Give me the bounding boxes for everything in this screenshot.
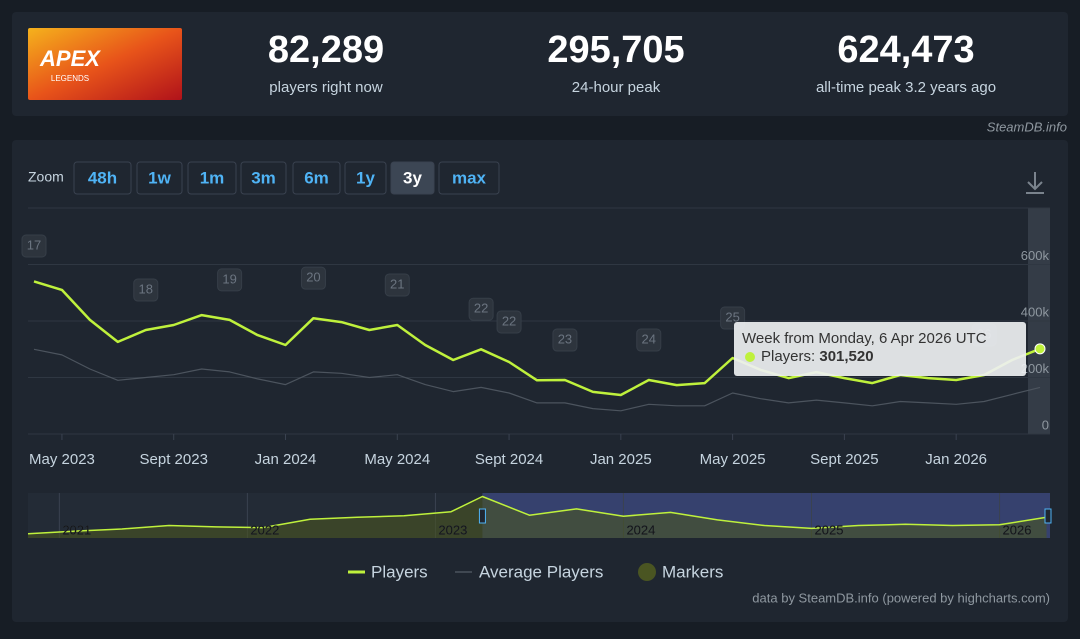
players-line [33,280,1041,397]
legend-label[interactable]: Players [371,562,428,581]
marker-badge [133,278,159,302]
logo-title: APEX [39,46,101,71]
legend-swatch [638,563,656,581]
header-card [12,12,1068,116]
y-tick-label: 600k [1021,248,1050,263]
marker-label: 25 [725,309,739,324]
logo-subtitle: LEGENDS [51,74,89,83]
y-tick-label: 400k [1021,304,1050,319]
zoom-button-label[interactable]: 48h [88,168,117,187]
x-tick-label: Jan 2026 [925,451,987,468]
zoom-button[interactable] [390,161,435,195]
x-tick-label: May 2024 [364,451,430,468]
legend-label[interactable]: Average Players [479,562,603,581]
navigator-line [28,495,1047,535]
zoom-button-label[interactable]: 3m [251,168,276,187]
marker-badge [468,297,494,321]
zoom-button-label[interactable]: 6m [304,168,329,187]
zoom-button[interactable] [73,161,132,195]
average-line [33,348,1041,412]
watermark: SteamDB.info [987,119,1067,134]
navigator-tick-label: 2023 [438,522,467,537]
x-tick-label: Jan 2025 [590,451,652,468]
stat-label: players right now [269,79,383,96]
x-tick-label: Sept 2025 [810,451,878,468]
navigator-handle[interactable] [1044,508,1052,524]
marker-label: 22 [502,313,516,328]
y-tick-label: 200k [1021,361,1050,376]
stat-value: 82,289 [268,29,384,71]
x-tick-label: May 2023 [29,451,95,468]
zoom-button[interactable] [344,161,387,195]
navigator: 2021 2022 2023 2024 2025 2026 [28,493,1050,538]
y-tick-label: 0 [1042,417,1049,432]
marker-badge [552,328,578,352]
zoom-button-label[interactable]: 3y [403,168,422,187]
zoom-button-label[interactable]: 1m [200,168,225,187]
marker-badge [217,268,243,292]
stat-value: 295,705 [547,29,684,71]
zoom-button-label[interactable]: 1y [356,168,375,187]
zoom-button[interactable] [136,161,183,195]
marker-label: 24 [642,331,656,346]
tooltip-swatch [745,352,755,362]
zoom-button-label[interactable]: max [452,168,487,187]
marker-label: 20 [306,270,320,285]
marker-badge [496,310,522,334]
zoom-button[interactable] [187,161,237,195]
navigator-tick-label: 2022 [250,522,279,537]
x-tick-label: May 2025 [700,451,766,468]
tooltip-title: Week from Monday, 6 Apr 2026 UTC [742,330,987,347]
download-icon[interactable] [1026,172,1044,194]
zoom-button[interactable] [438,161,500,195]
marker-label: 18 [139,281,153,296]
hover-point [1034,343,1046,355]
x-tick-label: Sept 2024 [475,451,543,468]
marker-badge [636,328,662,352]
x-tick-label: Sept 2023 [140,451,208,468]
stat-label: 24-hour peak [572,79,661,96]
marker-badge [300,266,326,290]
legend-label[interactable]: Markers [662,562,723,581]
navigator-tick-label: 2021 [62,522,91,537]
tooltip-label: Players: [761,348,815,365]
marker-label: 23 [558,331,572,346]
navigator-tick-label: 2026 [1003,522,1032,537]
marker-label: 19 [222,271,236,286]
stat-value: 624,473 [837,29,974,71]
navigator-tick-label: 2024 [626,522,655,537]
marker-label: 21 [390,276,404,291]
marker-label: 22 [474,301,488,316]
game-logo [28,28,182,100]
zoom-label: Zoom [28,169,64,185]
marker-badge [21,234,47,258]
stat-label: all-time peak 3.2 years ago [816,79,996,96]
navigator-tick-label: 2025 [815,522,844,537]
zoom-button[interactable] [240,161,287,195]
marker-label: 17 [27,237,41,252]
x-tick-label: Jan 2024 [255,451,317,468]
zoom-button-label[interactable]: 1w [148,168,171,187]
tooltip-value: 301,520 [819,348,873,365]
navigator-handle[interactable] [478,508,486,524]
zoom-button[interactable] [292,161,341,195]
credits: data by SteamDB.info (powered by highcha… [752,590,1050,605]
marker-badge [384,273,410,297]
tooltip-row: Players: 301,520 [761,348,874,365]
tooltip-box [734,322,1026,376]
